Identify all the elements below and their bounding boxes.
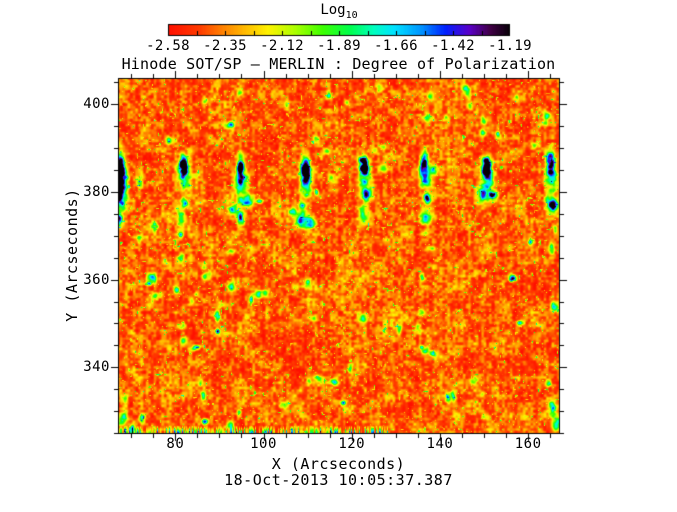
plot-title: Hinode SOT/SP — MERLIN : Degree of Polar…	[121, 55, 556, 73]
colorbar-tick-label: -1.42	[431, 38, 475, 54]
y-tick-label: 380	[83, 183, 110, 200]
colorbar-tick-label: -1.89	[317, 38, 361, 54]
colorbar-tick-label: -1.66	[374, 38, 418, 54]
y-tick-label: 400	[83, 96, 110, 113]
x-tick-label: 120	[338, 436, 366, 452]
x-axis-label: X (Arcseconds)	[271, 455, 406, 473]
y-tick-label: 360	[83, 271, 110, 288]
timestamp: 18-Oct-2013 10:05:37.387	[224, 471, 453, 489]
x-tick-label: 100	[250, 436, 277, 452]
colorbar-title: Log10	[168, 2, 510, 21]
x-tick-label: 140	[426, 436, 454, 452]
colorbar-tick-label: -1.19	[488, 38, 532, 54]
y-tick-label: 340	[83, 359, 110, 376]
colorbar-tick-label: -2.35	[203, 38, 247, 54]
colorbar-tick-label: -2.58	[146, 38, 190, 54]
colorbar-tick-label: -2.12	[260, 38, 304, 54]
colorbar-title-sub: 10	[345, 9, 358, 21]
x-tick-label: 80	[166, 436, 185, 452]
y-axis-label: Y (Arcseconds)	[63, 188, 81, 322]
x-tick-label: 160	[514, 436, 542, 452]
colorbar-title-main: Log	[320, 2, 346, 18]
